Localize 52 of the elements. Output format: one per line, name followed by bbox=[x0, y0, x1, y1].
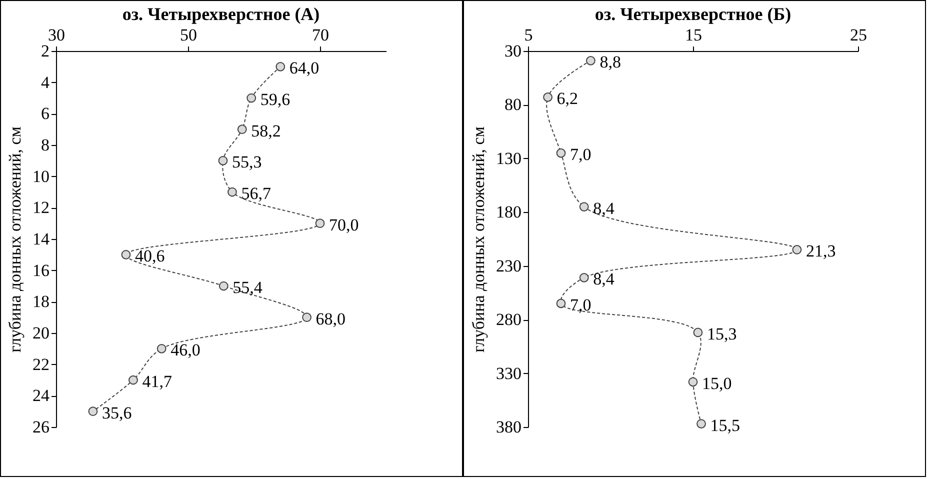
data-label: 35,6 bbox=[102, 403, 132, 422]
data-label: 59,6 bbox=[260, 90, 290, 109]
y-tick-label: 14 bbox=[32, 230, 50, 248]
y-tick-label: 18 bbox=[32, 292, 50, 312]
data-label: 55,3 bbox=[232, 152, 262, 172]
data-label: 8,4 bbox=[593, 270, 615, 289]
x-tick-label: 5 bbox=[524, 26, 533, 44]
data-label: 15,0 bbox=[702, 374, 732, 393]
data-label: 64,0 bbox=[289, 58, 320, 78]
data-label: 21,3 bbox=[806, 242, 836, 261]
data-label: 55,4 bbox=[232, 278, 263, 297]
y-tick-label: 16 bbox=[32, 260, 50, 280]
x-tick-label: 50 bbox=[180, 26, 197, 44]
y-tick-label: 24 bbox=[32, 386, 50, 406]
data-label: 7,0 bbox=[570, 145, 592, 164]
y-axis-title: глубина донных отложений, см bbox=[469, 126, 488, 353]
data-label: 56,7 bbox=[241, 184, 272, 203]
y-tick-label: 26 bbox=[32, 418, 50, 436]
y-tick-label: 30 bbox=[504, 42, 522, 60]
y-tick-label: 4 bbox=[41, 72, 50, 92]
data-label: 6,2 bbox=[556, 89, 578, 108]
y-tick-label: 130 bbox=[496, 148, 522, 168]
data-label: 70,0 bbox=[329, 215, 359, 234]
data-label: 46,0 bbox=[170, 340, 200, 360]
data-label: 68,0 bbox=[316, 309, 346, 328]
y-tick-label: 230 bbox=[496, 256, 522, 276]
y-axis-title: глубина донных отложений, см bbox=[6, 126, 24, 353]
chart-title: оз. Четырехверстное (Б) bbox=[594, 4, 792, 24]
x-tick-label: 15 bbox=[685, 26, 702, 44]
y-tick-label: 180 bbox=[496, 202, 522, 222]
chart-title: оз. Четырехверстное (А) bbox=[122, 4, 320, 24]
data-label: 8,4 bbox=[593, 198, 615, 218]
data-label: 8,8 bbox=[600, 52, 621, 72]
x-tick-label: 70 bbox=[312, 26, 329, 44]
y-tick-label: 80 bbox=[504, 95, 522, 114]
data-label: 15,3 bbox=[706, 324, 737, 344]
y-tick-label: 380 bbox=[496, 418, 522, 436]
data-label: 40,6 bbox=[134, 246, 165, 266]
data-label: 7,0 bbox=[570, 295, 592, 314]
data-label: 58,2 bbox=[251, 121, 281, 140]
y-tick-label: 280 bbox=[496, 310, 522, 330]
x-tick-label: 25 bbox=[850, 26, 867, 44]
y-tick-label: 12 bbox=[32, 198, 50, 218]
y-tick-label: 10 bbox=[32, 166, 50, 186]
y-tick-label: 20 bbox=[32, 324, 50, 342]
y-tick-label: 22 bbox=[32, 354, 50, 374]
data-label: 41,7 bbox=[142, 372, 172, 391]
y-tick-label: 8 bbox=[41, 136, 50, 154]
y-tick-label: 2 bbox=[41, 42, 50, 60]
y-tick-label: 6 bbox=[41, 104, 50, 124]
y-tick-label: 330 bbox=[496, 364, 522, 383]
data-label: 15,5 bbox=[710, 416, 740, 435]
